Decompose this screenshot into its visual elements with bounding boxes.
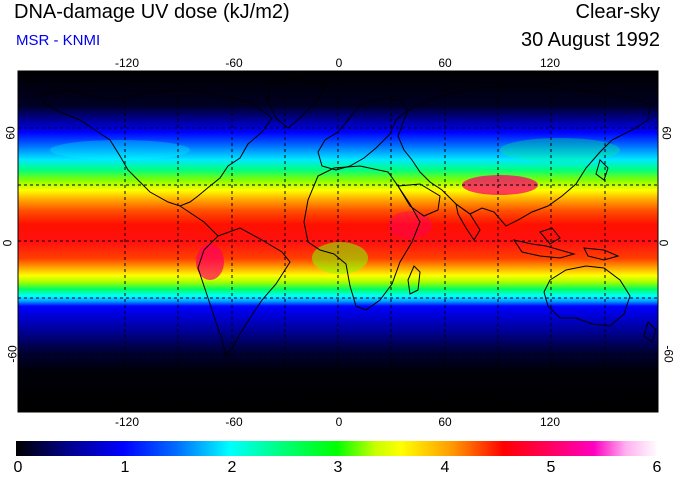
lon-tick-top-minus120: -120: [114, 56, 140, 70]
lon-tick-top-0: 0: [335, 56, 343, 70]
east-africa-high-feature: [388, 211, 432, 239]
graticule: [18, 71, 658, 412]
regional-features: [50, 138, 620, 280]
sky-condition-label: Clear-sky: [575, 1, 660, 23]
lon-tick-top-60: 60: [438, 56, 452, 70]
africa-coast: [303, 165, 421, 311]
lon-tick-top-minus60: -60: [225, 56, 243, 70]
new-zealand-coast: [643, 321, 657, 343]
central-america-coast: [179, 205, 219, 237]
madagascar-coast: [407, 265, 421, 295]
borneo-coast: [539, 227, 561, 245]
asia-coast: [397, 85, 651, 227]
north-pacific-feature: [50, 140, 190, 160]
south-america-coast: [197, 227, 291, 358]
date-label: 30 August 1992: [520, 29, 660, 51]
antarctica-coast: [18, 385, 658, 399]
lon-tick-bottom-minus60: -60: [225, 415, 243, 429]
colorbar-label-4: 4: [440, 459, 450, 476]
colorbar-label-3: 3: [333, 459, 343, 476]
north-america-coast: [39, 89, 273, 207]
arabia-coast: [397, 183, 441, 217]
source-label: MSR - KNMI: [16, 32, 101, 49]
colorbar-label-5: 5: [546, 459, 556, 476]
lon-tick-bottom-60: 60: [438, 415, 452, 429]
colorbar-label-2: 2: [227, 459, 237, 476]
europe-coast: [317, 97, 409, 171]
india-coast: [455, 202, 481, 241]
colorbar-label-6: 6: [652, 459, 662, 476]
japan-coast: [595, 159, 609, 181]
colorbar-label-0: 0: [13, 459, 23, 476]
lon-tick-bottom-120: 120: [539, 415, 561, 429]
new-guinea-coast: [583, 247, 620, 261]
colorbar: [16, 441, 658, 456]
australia-coast: [543, 265, 631, 327]
greenland-coast: [267, 77, 326, 129]
lon-tick-bottom-minus120: -120: [114, 415, 140, 429]
colorbar-label-1: 1: [120, 459, 130, 476]
east-asia-feature: [500, 138, 620, 162]
map-frame: [17, 70, 659, 413]
lon-tick-bottom-0: 0: [335, 415, 343, 429]
gulf-of-guinea-low-feature: [312, 242, 368, 274]
coastlines: [18, 77, 658, 399]
lon-tick-top-120: 120: [539, 56, 561, 70]
indonesia-coast: [512, 239, 576, 259]
map-title: DNA-damage UV dose (kJ/m2): [14, 1, 290, 23]
